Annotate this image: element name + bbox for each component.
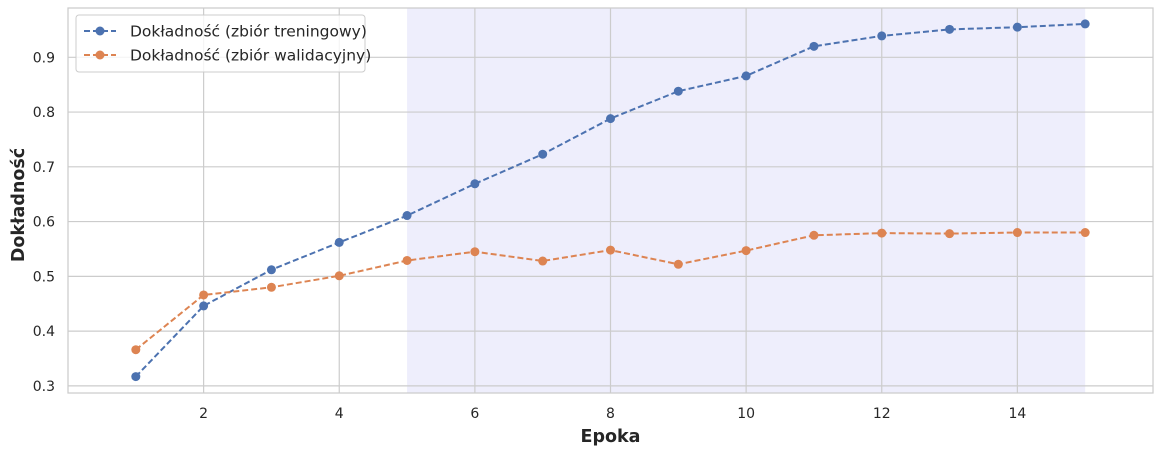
y-tick-label: 0.9 <box>33 50 55 66</box>
data-point-validation <box>538 256 548 266</box>
data-point-validation <box>877 228 887 238</box>
data-point-train <box>1012 22 1022 32</box>
data-point-validation <box>945 229 955 239</box>
data-point-train <box>266 265 276 275</box>
data-point-validation <box>741 246 751 256</box>
series-layer <box>131 19 1090 382</box>
data-point-train <box>334 237 344 247</box>
data-point-train <box>538 149 548 159</box>
data-point-train <box>741 71 751 81</box>
data-point-train <box>877 31 887 41</box>
y-tick-label: 0.6 <box>33 215 55 231</box>
data-point-train <box>945 24 955 34</box>
data-point-train <box>809 41 819 51</box>
legend-label-validation: Dokładność (zbiór walidacyjny) <box>130 47 371 65</box>
data-point-train <box>470 179 480 189</box>
x-tick-label: 12 <box>873 406 891 422</box>
data-point-validation <box>334 271 344 281</box>
y-tick-label: 0.5 <box>33 269 55 285</box>
x-tick-label: 14 <box>1008 406 1026 422</box>
legend: Dokładność (zbiór treningowy) Dokładność… <box>75 14 371 73</box>
data-point-validation <box>470 247 480 257</box>
legend-box <box>75 14 366 73</box>
y-tick-label: 0.7 <box>33 160 55 176</box>
y-axis-title: Dokładność <box>9 148 29 262</box>
data-point-train <box>131 372 141 382</box>
y-tick-label: 0.4 <box>33 324 55 340</box>
x-tick-label: 4 <box>335 406 344 422</box>
data-point-validation <box>402 255 412 265</box>
data-point-validation <box>199 290 209 300</box>
data-point-validation <box>1012 228 1022 238</box>
data-point-validation <box>606 245 615 255</box>
legend-marker-train <box>95 26 105 36</box>
x-tick-label: 2 <box>199 406 208 422</box>
legend-marker-validation <box>95 50 105 60</box>
series-line-train <box>135 22 1086 378</box>
data-point-validation <box>1080 228 1090 238</box>
legend-label-train: Dokładność (zbiór treningowy) <box>130 23 367 41</box>
data-point-train <box>1080 19 1090 29</box>
x-axis-title: Epoka <box>581 427 641 447</box>
data-point-validation <box>809 230 819 240</box>
data-point-validation <box>131 345 141 355</box>
data-point-train <box>673 86 683 96</box>
x-tick-label: 10 <box>737 406 755 422</box>
y-tick-label: 0.3 <box>33 379 55 395</box>
plot-frame <box>67 7 1154 394</box>
tick-labels: 2 4 6 8 10 12 14 0.3 0.4 0.5 0.6 0.7 0.8 0.9 <box>33 50 1027 422</box>
x-tick-label: 6 <box>470 406 479 422</box>
x-tick-label: 8 <box>606 406 615 422</box>
data-point-train <box>606 114 615 124</box>
data-point-validation <box>266 282 276 292</box>
data-point-train <box>199 301 209 311</box>
data-point-validation <box>673 259 683 269</box>
y-tick-label: 0.8 <box>33 105 55 121</box>
data-point-train <box>402 211 412 221</box>
